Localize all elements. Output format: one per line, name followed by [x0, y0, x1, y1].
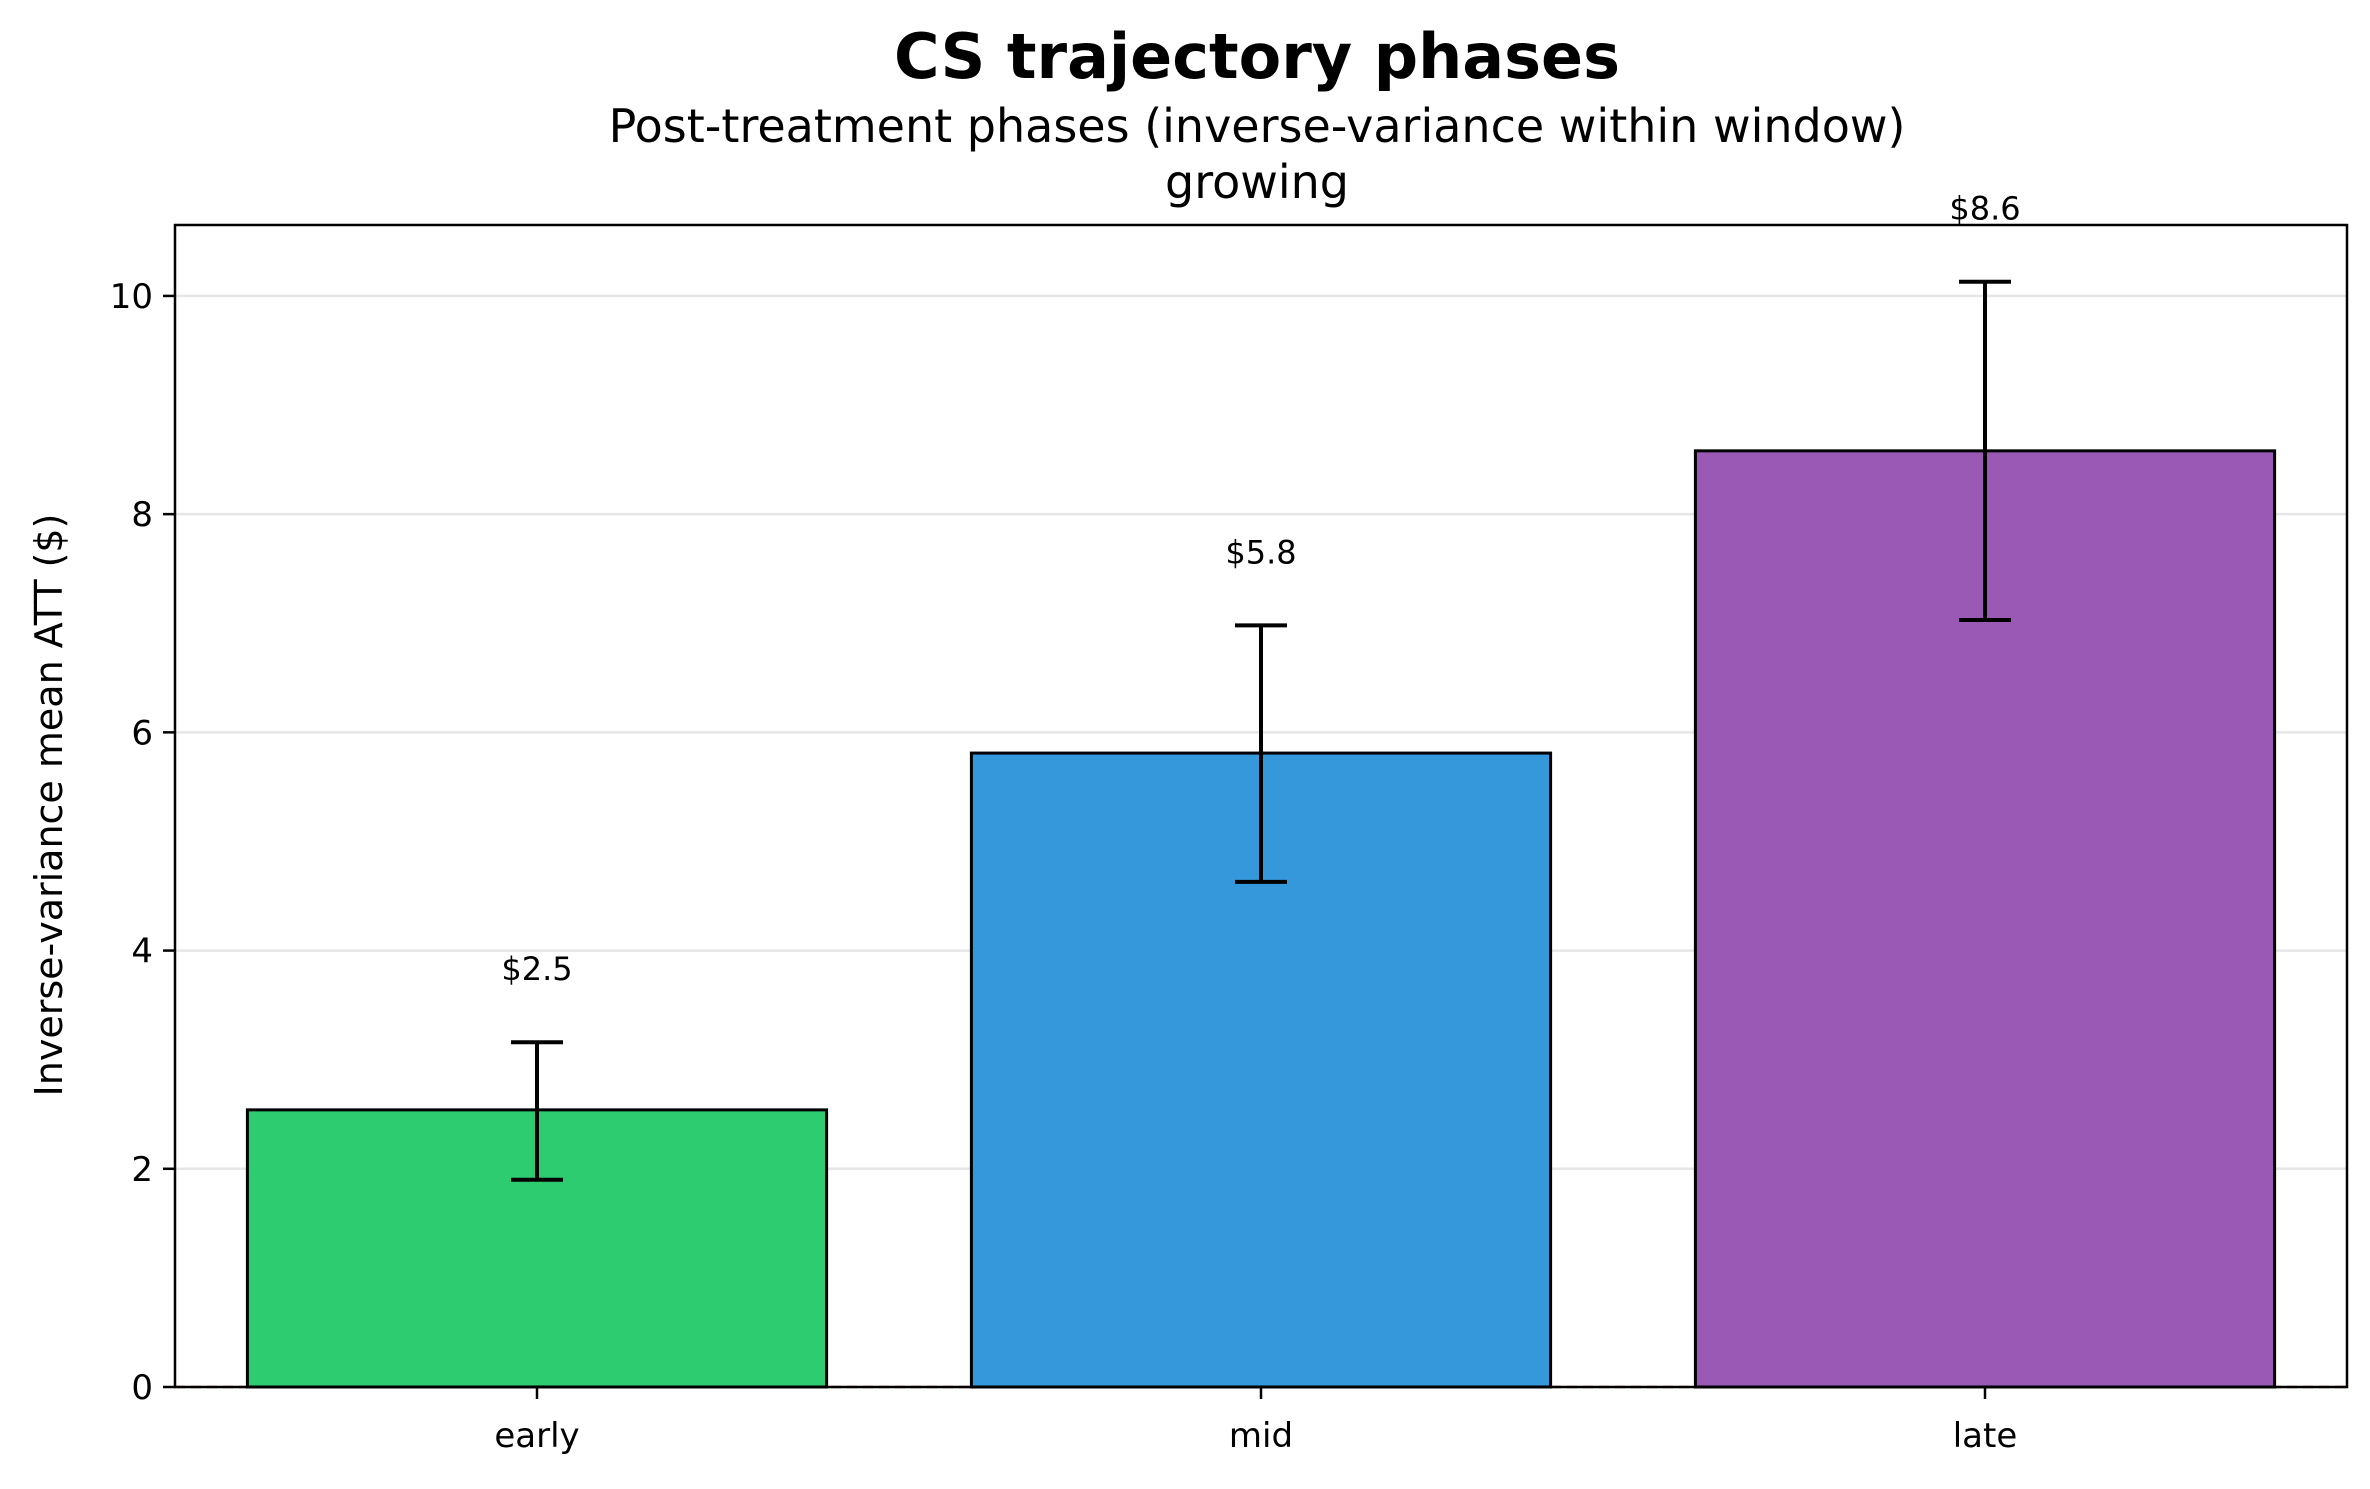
- y-tick-label-3: 6: [131, 713, 153, 753]
- y-tick-label-0: 0: [131, 1368, 153, 1408]
- x-tick-label-early: early: [494, 1416, 579, 1456]
- x-tick-label-mid: mid: [1229, 1416, 1293, 1456]
- y-tick-label-5: 10: [110, 277, 153, 317]
- y-tick-label-4: 8: [131, 495, 153, 535]
- axes: early mid late 0 2 4 6 8 10: [110, 223, 2349, 1456]
- error-bars: [511, 279, 2011, 1182]
- data-label-early: $2.5: [501, 950, 572, 988]
- plot-frame: [173, 223, 2349, 1389]
- error-bar-mid: [1235, 623, 1287, 884]
- error-bar-early: [511, 1040, 563, 1182]
- y-axis-label: Inverse-variance mean ATT ($): [27, 514, 71, 1097]
- chart-subtitle-secondary: growing: [1165, 155, 1349, 209]
- chart-title: CS trajectory phases: [894, 20, 1620, 93]
- y-tick-label-2: 4: [131, 932, 153, 972]
- chart-subtitle: Post-treatment phases (inverse-variance …: [609, 99, 1906, 153]
- data-label-late: $8.6: [1949, 190, 2020, 228]
- x-tick-label-late: late: [1953, 1416, 2018, 1456]
- data-labels: $2.5 $5.8 $8.6: [501, 190, 2020, 988]
- y-tick-label-1: 2: [131, 1150, 153, 1190]
- data-label-mid: $5.8: [1225, 533, 1296, 571]
- error-bar-late: [1959, 279, 2011, 622]
